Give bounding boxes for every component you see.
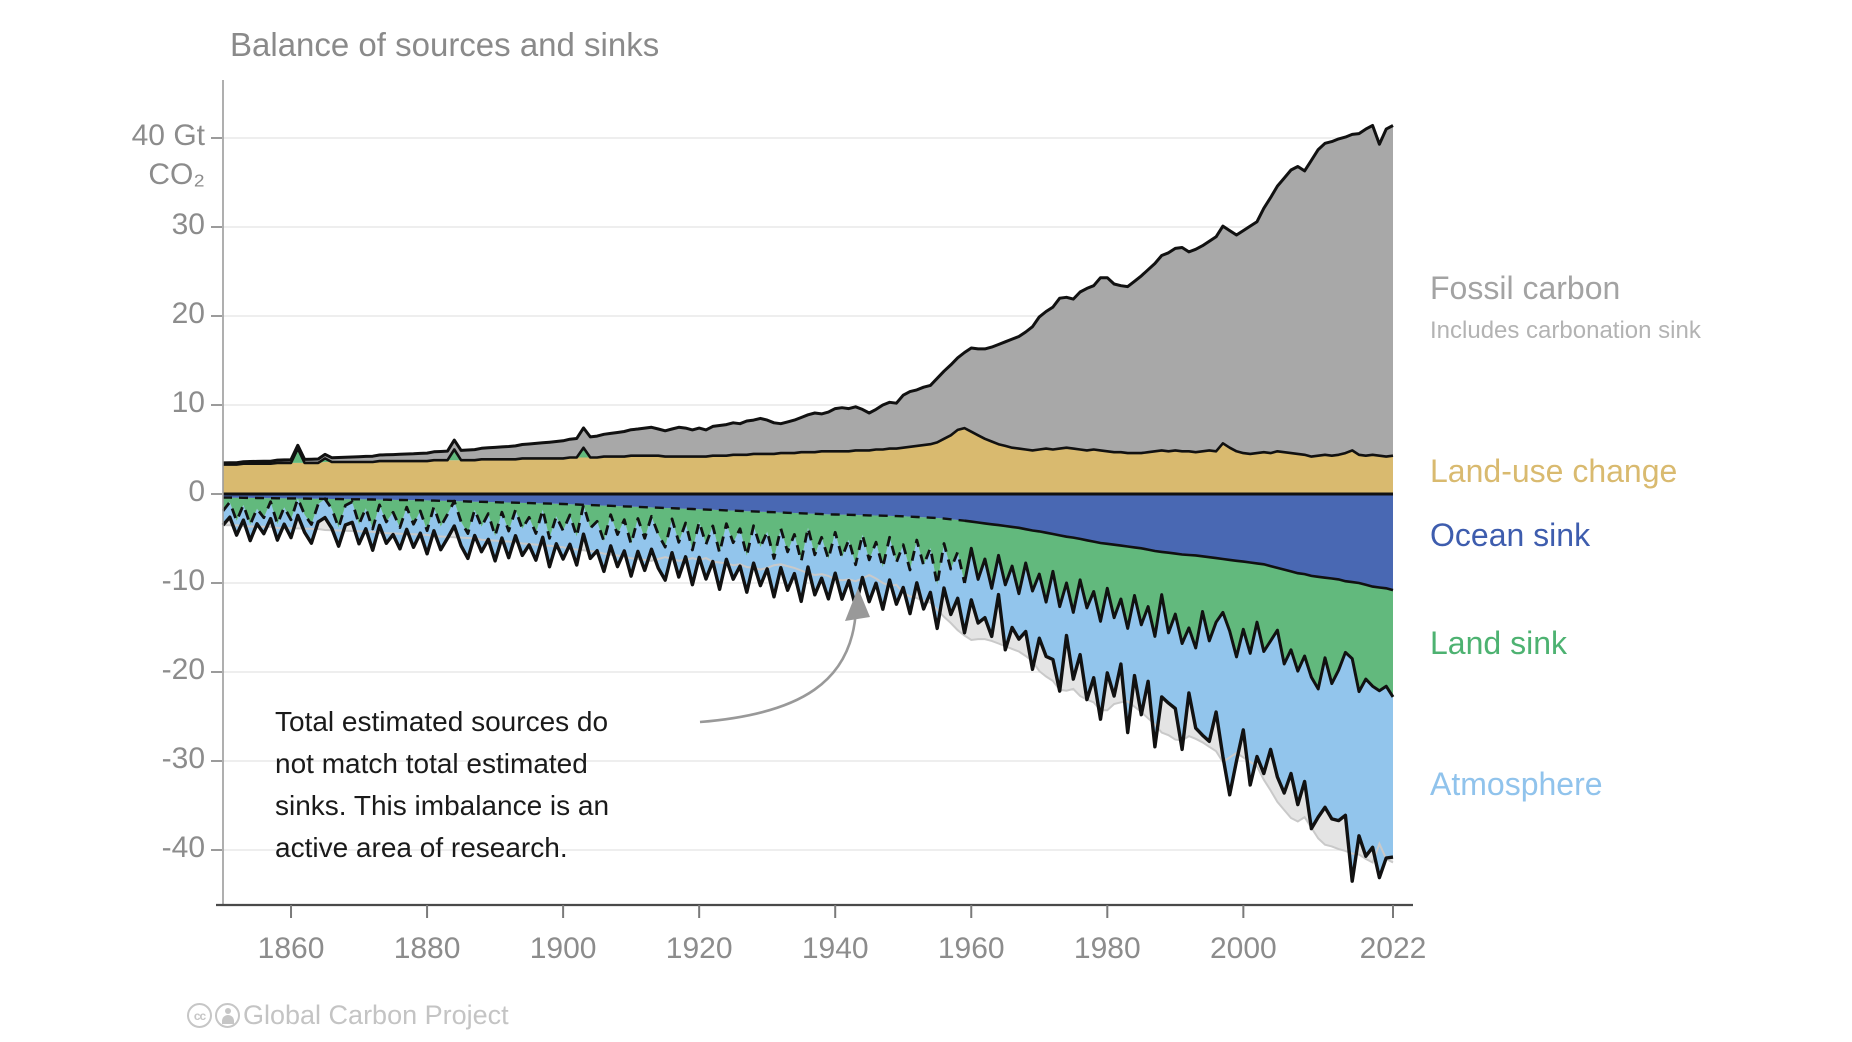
- legend-fossil-carbon: Fossil carbon: [1430, 270, 1621, 306]
- annotation-line: Total estimated sources do: [275, 706, 609, 737]
- annotation-arrow-curve: [699, 607, 858, 724]
- legend-ocean-sink: Ocean sink: [1430, 517, 1591, 553]
- credit-line: cc Global Carbon Project: [187, 1000, 509, 1031]
- land-use-top-line: [223, 426, 1394, 466]
- fossil-top-line: [222, 124, 1394, 465]
- cc-icon: cc: [187, 1003, 212, 1028]
- y-axis-unit-label: CO₂: [148, 158, 205, 191]
- ocean-sink-area: [223, 494, 1393, 591]
- x-tick-label-2000: 2000: [1209, 932, 1277, 965]
- credit-text: Global Carbon Project: [243, 1000, 509, 1030]
- y-tick-label-10: 10: [171, 386, 205, 419]
- ocean-bottom-dashed-line: [223, 496, 965, 522]
- fossil-carbon-area: [223, 125, 1393, 465]
- legend-fossil-carbon-subtitle: Includes carbonation sink: [1430, 317, 1701, 344]
- land-bottom-dashed-line: [221, 497, 966, 587]
- annotation-line: active area of research.: [275, 832, 568, 863]
- total-sinks-line: [221, 513, 1394, 883]
- x-tick-label-1980: 1980: [1073, 932, 1141, 965]
- land-sink-area: [223, 497, 1393, 697]
- by-person-icon: [215, 1003, 240, 1028]
- y-tick-label--10: -10: [161, 564, 205, 597]
- x-tick-label-1880: 1880: [393, 932, 461, 965]
- land-use-change-area: [223, 428, 1393, 494]
- ocean-bottom-line: [964, 519, 1394, 592]
- legend-atmosphere: Atmosphere: [1430, 766, 1603, 802]
- imbalance-annotation: Total estimated sources do not match tot…: [275, 701, 609, 869]
- y-tick-label--40: -40: [161, 831, 205, 864]
- page-title: Balance of sources and sinks: [230, 26, 660, 63]
- x-tick-label-1940: 1940: [801, 932, 869, 965]
- x-tick-label-1960: 1960: [937, 932, 1005, 965]
- annotation-line: not match total estimated: [275, 748, 588, 779]
- x-tick-label-1920: 1920: [665, 932, 733, 965]
- x-tick-label-2022: 2022: [1359, 932, 1427, 965]
- y-tick-label-40: 40 Gt: [131, 119, 205, 152]
- y-tick-label-20: 20: [171, 297, 205, 330]
- y-tick-label--30: -30: [161, 742, 205, 775]
- y-tick-label-30: 30: [171, 208, 205, 241]
- land-bottom-line: [963, 546, 1395, 698]
- x-tick-label-1900: 1900: [529, 932, 597, 965]
- y-tick-label--20: -20: [161, 653, 205, 686]
- annotation-line: sinks. This imbalance is an: [275, 790, 610, 821]
- annotation-arrow-head: [845, 588, 870, 621]
- legend-land-sink: Land sink: [1430, 625, 1567, 661]
- legend-land-use-change: Land-use change: [1430, 453, 1678, 489]
- x-tick-label-1860: 1860: [257, 932, 325, 965]
- y-tick-label-0: 0: [188, 475, 205, 508]
